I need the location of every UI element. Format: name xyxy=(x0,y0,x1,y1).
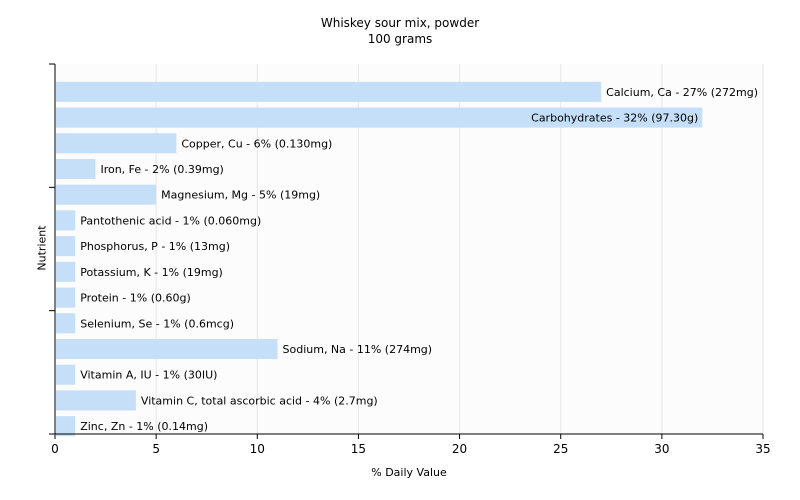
data-label: Vitamin A, IU - 1% (30IU) xyxy=(80,369,217,382)
bar xyxy=(56,364,76,385)
x-axis-label: % Daily Value xyxy=(371,466,447,479)
data-label: Zinc, Zn - 1% (0.14mg) xyxy=(80,420,208,433)
x-tick-label: 15 xyxy=(351,442,366,456)
bar xyxy=(56,287,76,308)
chart-subtitle: 100 grams xyxy=(367,32,433,46)
x-tick-label: 25 xyxy=(553,442,568,456)
data-label: Potassium, K - 1% (19mg) xyxy=(80,266,223,279)
data-label: Magnesium, Mg - 5% (19mg) xyxy=(161,189,320,202)
bar xyxy=(56,416,76,437)
data-label: Calcium, Ca - 27% (272mg) xyxy=(606,86,758,99)
bar xyxy=(56,133,177,154)
bar xyxy=(56,390,136,411)
data-label: Copper, Cu - 6% (0.130mg) xyxy=(181,137,332,150)
data-label: Phosphorus, P - 1% (13mg) xyxy=(80,240,230,253)
data-label: Iron, Fe - 2% (0.39mg) xyxy=(100,163,223,176)
bar xyxy=(56,81,602,102)
bar xyxy=(56,338,278,360)
data-label: Pantothenic acid - 1% (0.060mg) xyxy=(80,214,261,227)
x-tick-label: 10 xyxy=(250,442,265,456)
x-tick-label: 35 xyxy=(755,442,770,456)
bar xyxy=(56,158,96,180)
x-tick-label: 30 xyxy=(654,442,669,456)
x-tick-label: 5 xyxy=(152,442,160,456)
bar xyxy=(56,236,76,257)
data-label: Vitamin C, total ascorbic acid - 4% (2.7… xyxy=(141,394,378,407)
data-label: Selenium, Se - 1% (0.6mcg) xyxy=(80,317,234,330)
x-tick-label: 20 xyxy=(452,442,467,456)
data-label: Carbohydrates - 32% (97.30g) xyxy=(531,112,698,125)
bar xyxy=(56,210,76,231)
data-label: Sodium, Na - 11% (274mg) xyxy=(283,343,433,356)
bar xyxy=(56,184,157,205)
data-label: Protein - 1% (0.60g) xyxy=(80,292,191,305)
bar xyxy=(56,261,76,282)
chart-title: Whiskey sour mix, powder xyxy=(320,16,480,30)
bar xyxy=(56,107,703,128)
x-tick-label: 0 xyxy=(51,442,59,456)
bar xyxy=(56,313,76,334)
